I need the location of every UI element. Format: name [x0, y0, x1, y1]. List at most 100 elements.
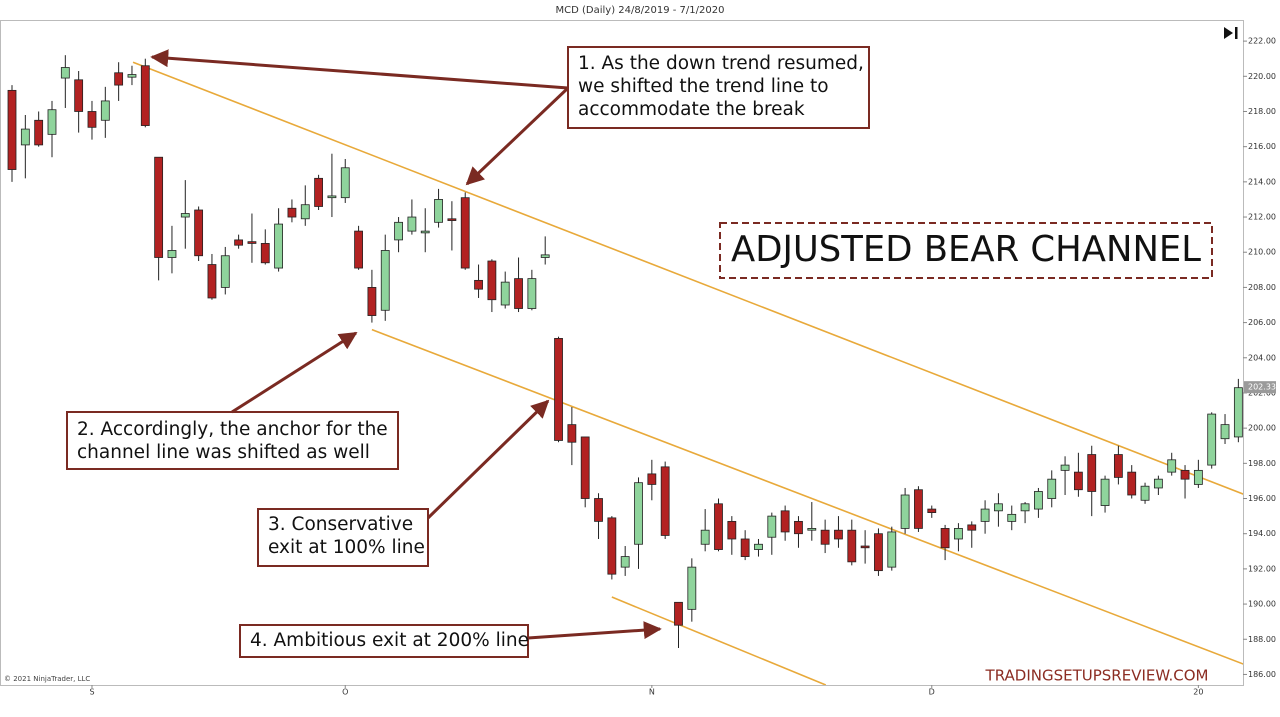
candle-body [780, 510, 790, 533]
candle-body [567, 424, 577, 443]
candle-body [647, 473, 657, 485]
candle-body [1034, 491, 1043, 510]
trend-line [132, 61, 1243, 495]
candle-body [834, 529, 843, 540]
candle-body [407, 216, 417, 232]
y-tick-label: 214.00 [1248, 177, 1276, 186]
candle-body [847, 529, 857, 563]
y-tick-label: 200.00 [1248, 424, 1276, 433]
candle-body [434, 199, 443, 223]
candle-body [327, 195, 337, 199]
x-tick-label: 20 [1193, 688, 1203, 697]
y-tick-label: 222.00 [1248, 37, 1276, 46]
annotation-box [239, 624, 529, 658]
x-tick-label: D [929, 688, 935, 697]
candle-body [594, 498, 603, 522]
go-to-end-icon[interactable] [1224, 27, 1238, 39]
x-tick-label: S [89, 688, 94, 697]
annotation-text: accommodate the break [578, 99, 805, 120]
candle-body [700, 529, 710, 545]
candle-body [380, 250, 390, 311]
candle-body [1047, 478, 1057, 499]
candle-body [260, 243, 270, 264]
y-tick-label: 218.00 [1248, 107, 1276, 116]
candle-body [860, 545, 870, 549]
copyright: © 2021 NinjaTrader, LLC [4, 675, 90, 683]
candle-body [287, 207, 297, 218]
candle-body [367, 287, 377, 316]
annotation-box [567, 46, 870, 129]
candle-body [1007, 513, 1017, 522]
candle-body [1233, 387, 1243, 438]
annotation-text: channel line was shifted as well [77, 442, 370, 463]
candle-body [167, 250, 177, 258]
candle-body [954, 528, 963, 540]
candle-body [420, 230, 430, 234]
y-tick-label: 196.00 [1248, 494, 1276, 503]
annotation-arrows [150, 49, 662, 640]
candle-body [740, 538, 750, 557]
y-tick-label: 208.00 [1248, 283, 1276, 292]
candle-body [980, 508, 990, 522]
candle-body [794, 520, 803, 535]
candle-body [140, 65, 150, 126]
candle-body [887, 531, 897, 568]
annotation-text: 4. Ambitious exit at 200% line [250, 630, 529, 651]
watermark: TRADINGSETUPSREVIEW.COM [985, 667, 1209, 685]
candle-body [1074, 471, 1083, 491]
y-tick-label: 210.00 [1248, 248, 1276, 257]
candle-body [727, 520, 737, 540]
candle-body [274, 223, 284, 269]
candle-body [447, 218, 457, 221]
candle-body [1153, 478, 1163, 489]
annotation-text: we shifted the trend line to [578, 76, 829, 97]
last-price-box [1244, 381, 1276, 394]
y-tick-label: 212.00 [1248, 213, 1276, 222]
candle-body [807, 528, 817, 531]
candle-body [1087, 454, 1097, 492]
candle-body [1193, 469, 1203, 485]
candle-body [927, 508, 937, 513]
candle-body [220, 255, 230, 288]
candle-body [1167, 459, 1177, 473]
candle-body [1113, 454, 1123, 478]
candle-body [1127, 471, 1137, 496]
candle-body [660, 466, 670, 536]
candle-body [7, 89, 17, 170]
candle-body [340, 167, 350, 199]
candle-body [87, 111, 97, 128]
candle-body [194, 209, 204, 257]
candle-body [234, 239, 244, 246]
candle-body [1100, 478, 1110, 506]
y-tick-label: 198.00 [1248, 459, 1276, 468]
candle-body [34, 119, 44, 146]
y-tick-label: 204.00 [1248, 353, 1276, 362]
banner-box [719, 222, 1213, 279]
annotation-box [66, 411, 399, 470]
candle-body [300, 204, 310, 220]
y-tick-label: 216.00 [1248, 142, 1276, 151]
annotation-text: 3. Conservative [268, 514, 413, 535]
candle-body [634, 482, 643, 545]
candle-body [714, 503, 723, 550]
candle-body [1020, 503, 1030, 512]
candle-body [487, 260, 497, 301]
candle-body [687, 566, 697, 610]
candle-body [47, 109, 57, 135]
candle-body [1180, 469, 1190, 480]
candle-body [20, 128, 30, 146]
candle-body [114, 72, 124, 86]
trend-line [371, 328, 1243, 665]
candle-body [607, 517, 617, 575]
y-tick-label: 194.00 [1248, 529, 1276, 538]
banner: ADJUSTED BEAR CHANNEL [731, 229, 1201, 270]
x-tick-label: N [649, 688, 655, 697]
candle-body [900, 494, 910, 529]
candle-body [967, 524, 977, 531]
y-tick-label: 192.00 [1248, 564, 1276, 573]
candle-body [620, 556, 630, 568]
candle-body [1207, 413, 1217, 466]
plot-area [7, 55, 1243, 685]
